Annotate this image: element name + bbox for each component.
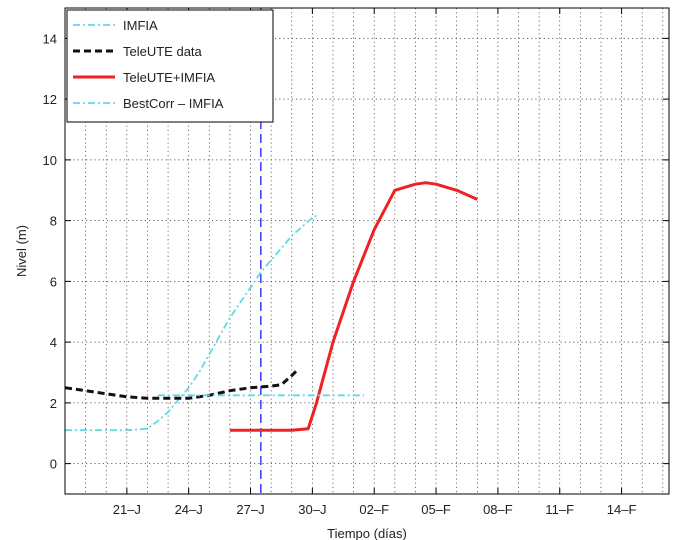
x-tick-label: 21–J	[113, 502, 141, 517]
y-tick-label: 14	[43, 31, 57, 46]
series-line-2	[64, 368, 299, 400]
legend-entry: BestCorr – IMFIA	[123, 96, 224, 111]
y-tick-label: 0	[50, 457, 57, 472]
x-tick-label: 02–F	[359, 502, 389, 517]
y-tick-label: 2	[50, 396, 57, 411]
y-tick-label: 8	[50, 214, 57, 229]
legend-box	[66, 9, 274, 123]
ticks: 21–J 24–J 27–J 30–J 02–F 05–F 08–F 11–F 14–F 0 2 4 6…	[43, 8, 669, 517]
x-tick-label: 05–F	[421, 502, 451, 517]
series-line-3	[229, 181, 478, 432]
y-tick-label: 4	[50, 335, 57, 350]
series-layer	[64, 181, 478, 432]
y-tick-label: 10	[43, 153, 57, 168]
legend-entry: TeleUTE data	[123, 44, 203, 59]
x-tick-label: 08–F	[483, 502, 513, 517]
x-tick-label: 27–J	[236, 502, 264, 517]
y-tick-label: 12	[43, 92, 57, 107]
x-tick-label: 30–J	[298, 502, 326, 517]
x-tick-label: 11–F	[545, 502, 574, 517]
x-axis-label: Tiempo (días)	[327, 526, 407, 540]
series-line-1	[65, 213, 319, 432]
legend-entry: TeleUTE+IMFIA	[123, 70, 215, 85]
y-tick-label: 6	[50, 274, 57, 289]
legend-entry: IMFIA	[123, 18, 158, 33]
x-tick-label: 24–J	[175, 502, 203, 517]
legend: IMFIA TeleUTE data TeleUTE+IMFIA BestCorr –…	[66, 9, 274, 123]
x-tick-label: 14–F	[607, 502, 637, 517]
y-axis-label: Nivel (m)	[14, 225, 29, 277]
plot-frame	[64, 7, 670, 495]
